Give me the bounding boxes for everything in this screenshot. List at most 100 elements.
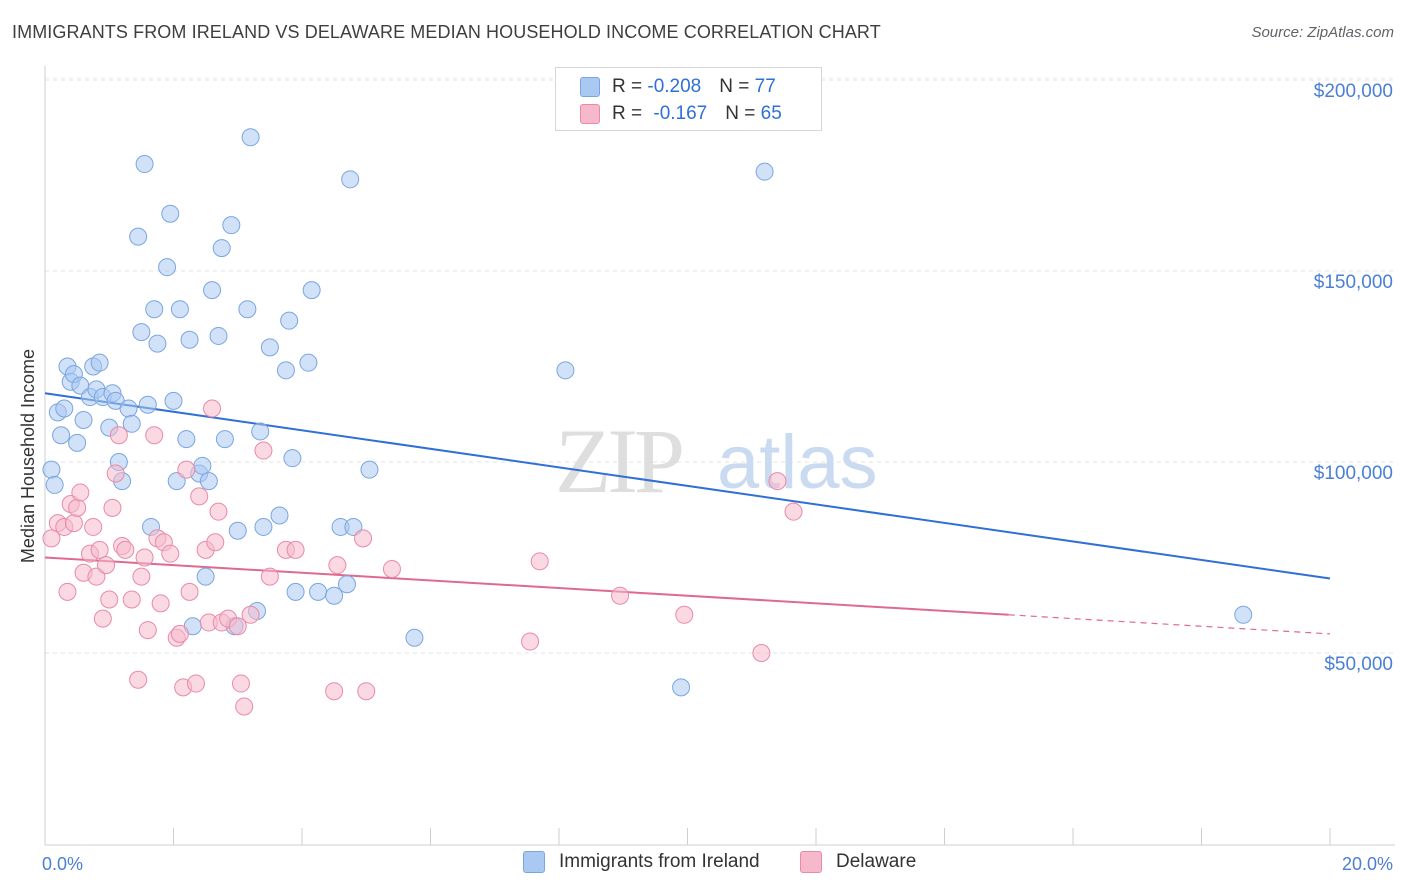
point-delaware bbox=[84, 517, 103, 536]
series-swatch-ireland bbox=[523, 851, 545, 873]
point-ireland bbox=[193, 456, 212, 475]
point-delaware bbox=[328, 556, 347, 575]
legend-row-ireland: R = -0.208 N = 77 bbox=[580, 74, 776, 100]
point-ireland bbox=[74, 410, 93, 429]
point-delaware bbox=[354, 529, 373, 548]
point-delaware bbox=[209, 502, 228, 521]
point-ireland bbox=[122, 414, 141, 433]
point-ireland bbox=[238, 300, 257, 319]
point-delaware bbox=[138, 621, 157, 640]
point-delaware bbox=[64, 514, 83, 533]
point-delaware bbox=[97, 556, 116, 575]
point-delaware bbox=[87, 567, 106, 586]
point-ireland bbox=[254, 517, 273, 536]
point-delaware bbox=[228, 617, 247, 636]
trend-line-delaware bbox=[44, 556, 1009, 616]
series-legend-delaware[interactable]: Delaware bbox=[800, 851, 916, 873]
point-delaware bbox=[260, 567, 279, 586]
point-delaware bbox=[151, 594, 170, 613]
point-delaware bbox=[90, 540, 109, 559]
point-ireland bbox=[222, 216, 241, 235]
data-points bbox=[42, 128, 1253, 716]
point-ireland bbox=[180, 330, 199, 349]
legend-n-label: N = bbox=[719, 76, 755, 97]
point-delaware bbox=[231, 674, 250, 693]
series-legend-ireland[interactable]: Immigrants from Ireland bbox=[523, 851, 760, 873]
source-label: Source: ZipAtlas.com bbox=[1251, 24, 1394, 41]
point-ireland bbox=[212, 239, 231, 258]
point-ireland bbox=[341, 170, 360, 189]
y-tick-label: $200,000 bbox=[1314, 81, 1393, 102]
point-ireland bbox=[170, 300, 189, 319]
point-ireland bbox=[158, 258, 177, 277]
point-delaware bbox=[116, 540, 135, 559]
point-delaware bbox=[71, 483, 90, 502]
point-ireland bbox=[167, 472, 186, 491]
point-ireland bbox=[280, 311, 299, 330]
point-ireland bbox=[1234, 605, 1253, 624]
point-ireland bbox=[196, 567, 215, 586]
y-tick-label: $50,000 bbox=[1324, 654, 1393, 675]
point-delaware bbox=[530, 552, 549, 571]
point-delaware bbox=[109, 426, 128, 445]
point-ireland bbox=[209, 326, 228, 345]
point-delaware bbox=[784, 502, 803, 521]
point-delaware bbox=[186, 674, 205, 693]
point-delaware bbox=[103, 498, 122, 517]
legend-n-value: 77 bbox=[754, 76, 776, 97]
axes bbox=[44, 66, 1395, 846]
trend-line-ireland bbox=[44, 392, 1331, 580]
series-legend: Immigrants from Ireland Delaware bbox=[0, 851, 1406, 877]
point-delaware bbox=[752, 644, 771, 662]
y-tick-label: $100,000 bbox=[1314, 463, 1393, 484]
point-ireland bbox=[405, 628, 424, 647]
point-ireland bbox=[344, 517, 363, 536]
point-delaware bbox=[135, 548, 154, 567]
watermark: ZIP atlas bbox=[555, 410, 878, 512]
point-delaware bbox=[42, 529, 61, 548]
gridlines bbox=[45, 77, 1395, 654]
legend-row-delaware: R = -0.167 N = 65 bbox=[580, 101, 782, 127]
point-delaware bbox=[382, 559, 401, 578]
point-delaware bbox=[521, 632, 540, 651]
chart-title: IMMIGRANTS FROM IRELAND VS DELAWARE MEDI… bbox=[12, 22, 881, 42]
point-delaware bbox=[177, 460, 196, 479]
series-swatch-delaware bbox=[800, 851, 822, 873]
legend-swatch-ireland bbox=[580, 77, 600, 97]
point-ireland bbox=[132, 323, 151, 342]
point-delaware bbox=[611, 586, 630, 605]
point-ireland bbox=[302, 281, 321, 300]
series-label-delaware: Delaware bbox=[836, 851, 917, 872]
point-ireland bbox=[276, 361, 295, 380]
watermark-zip: ZIP bbox=[555, 410, 682, 512]
point-ireland bbox=[203, 281, 222, 300]
point-ireland bbox=[755, 162, 774, 181]
point-ireland bbox=[45, 475, 64, 494]
point-ireland bbox=[52, 426, 71, 445]
point-ireland bbox=[241, 128, 260, 147]
point-ireland bbox=[42, 460, 61, 479]
legend-r-label: R = bbox=[612, 76, 648, 97]
point-ireland bbox=[129, 227, 148, 246]
x-tick-label: 20.0% bbox=[1342, 854, 1393, 874]
y-tick-label: $150,000 bbox=[1314, 272, 1393, 293]
point-delaware bbox=[206, 533, 225, 552]
point-delaware bbox=[68, 498, 87, 517]
point-delaware bbox=[100, 590, 119, 609]
point-ireland bbox=[119, 399, 138, 418]
y-axis-label: Median Household Income bbox=[18, 349, 38, 563]
point-delaware bbox=[58, 582, 77, 601]
point-delaware bbox=[122, 590, 141, 609]
point-ireland bbox=[309, 582, 328, 601]
correlation-legend: R = -0.208 N = 77 R = -0.167 N = 65 bbox=[555, 67, 822, 131]
tick-labels: $50,000 $100,000 $150,000 $200,000 0.0% 20.0% bbox=[42, 81, 1393, 874]
legend-n-label: N = bbox=[725, 103, 761, 124]
point-ireland bbox=[228, 521, 247, 540]
point-delaware bbox=[106, 464, 125, 483]
point-ireland bbox=[135, 155, 154, 174]
point-ireland bbox=[55, 399, 74, 418]
point-delaware bbox=[93, 609, 112, 628]
point-ireland bbox=[164, 391, 183, 410]
point-delaware bbox=[190, 487, 209, 506]
